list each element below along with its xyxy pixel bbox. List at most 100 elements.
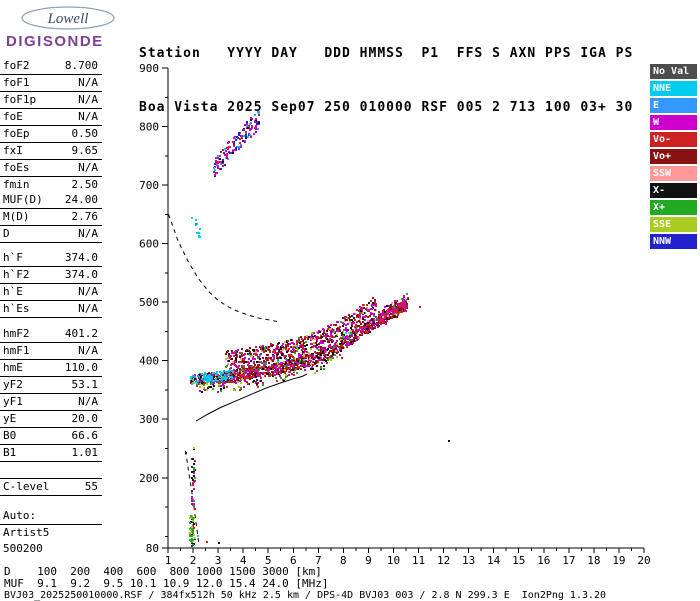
echo-dot	[377, 322, 379, 324]
echo-dot	[257, 128, 259, 130]
echo-dot	[241, 352, 243, 354]
echo-dot	[324, 349, 326, 351]
echo-dot	[327, 359, 329, 361]
echo-dot	[214, 174, 216, 176]
echo-dot	[380, 318, 382, 320]
echo-dot	[228, 370, 230, 372]
echo-dot	[255, 346, 257, 348]
scatter-layer	[185, 111, 450, 547]
echo-dot	[384, 306, 386, 308]
echo-dot	[255, 131, 257, 133]
param-value: N/A	[78, 227, 98, 240]
echo-dot	[335, 335, 337, 337]
echo-dot	[249, 370, 251, 372]
echo-dot	[344, 340, 346, 342]
echo-dot	[320, 367, 322, 369]
echo-dot	[272, 355, 274, 357]
param-row-hmf2: hmF2 401.2	[0, 326, 102, 343]
param-label: 500200	[3, 542, 43, 555]
echo-dot	[237, 349, 239, 351]
echo-dot	[234, 380, 236, 382]
echo-dot	[372, 327, 374, 329]
logo-digisonde-text: DIGISONDE	[6, 33, 104, 50]
echo-dot	[314, 372, 316, 374]
echo-dot	[374, 301, 376, 303]
echo-dot	[354, 334, 356, 336]
echo-dot	[232, 150, 234, 152]
echo-dot	[285, 362, 287, 364]
echo-dot	[397, 308, 399, 310]
echo-dot	[310, 348, 312, 350]
echo-dot	[262, 384, 264, 386]
param-row-hes: h`Es N/A	[0, 301, 102, 318]
echo-dot	[378, 311, 380, 313]
echo-dot	[368, 310, 370, 312]
echo-dot	[238, 386, 240, 388]
x-tick-label: 5	[265, 554, 272, 567]
echo-dot	[238, 148, 240, 150]
echo-dot	[268, 362, 270, 364]
echo-dot	[273, 363, 275, 365]
echo-dot	[320, 359, 322, 361]
param-value: N/A	[78, 161, 98, 174]
echo-dot	[215, 379, 217, 381]
echo-dot	[395, 302, 397, 304]
echo-dot	[403, 299, 405, 301]
echo-dot	[262, 347, 264, 349]
echo-dot	[284, 371, 286, 373]
echo-dot	[373, 322, 375, 324]
echo-dot	[211, 378, 213, 380]
echo-dot	[329, 350, 331, 352]
echo-dot	[384, 317, 386, 319]
echo-dot	[292, 348, 294, 350]
echo-dot	[278, 342, 280, 344]
param-value: N/A	[78, 93, 98, 106]
echo-dot	[318, 359, 320, 361]
echo-dot	[371, 324, 373, 326]
param-row-fof1p: foF1p N/A	[0, 92, 102, 109]
echo-dot	[332, 336, 334, 338]
echo-dot	[283, 361, 285, 363]
legend-item-nnw: NNW	[650, 234, 697, 249]
echo-dot	[270, 357, 272, 359]
echo-dot	[307, 362, 309, 364]
echo-dot	[289, 361, 291, 363]
param-group: MUF(D) 24.00 M(D) 2.76 D N/A	[0, 192, 102, 243]
y-tick-label: 400	[139, 355, 159, 368]
echo-dot	[335, 324, 337, 326]
echo-dot	[251, 125, 253, 127]
header-column-titles: Station YYYY DAY DDD HMMSS P1 FFS S AXN …	[139, 46, 634, 61]
echo-dot	[358, 337, 360, 339]
echo-dot	[200, 376, 202, 378]
echo-dot	[349, 321, 351, 323]
param-label: foF1	[3, 76, 30, 89]
echo-dot	[385, 323, 387, 325]
echo-dot	[307, 365, 309, 367]
x-tick-label: 14	[487, 554, 501, 567]
echo-dot	[276, 354, 278, 356]
echo-dot	[230, 373, 232, 375]
echo-dot	[287, 340, 289, 342]
echo-dot	[385, 313, 387, 315]
echo-dot	[229, 376, 231, 378]
echo-dot	[311, 366, 313, 368]
echo-dot	[359, 316, 361, 318]
param-value: 2.50	[71, 178, 99, 191]
echo-dot	[278, 357, 280, 359]
echo-dot	[238, 361, 240, 363]
echo-dot	[241, 369, 243, 371]
echo-dot	[399, 304, 401, 306]
echo-dot	[247, 353, 249, 355]
echo-dot	[295, 368, 297, 370]
echo-dot	[246, 121, 248, 123]
echo-dot	[231, 370, 233, 372]
echo-dot	[217, 391, 219, 393]
echo-dot	[342, 335, 344, 337]
echo-dot	[207, 375, 209, 377]
echo-dot	[383, 309, 385, 311]
echo-dot	[324, 351, 326, 353]
echo-dot	[342, 343, 344, 345]
echo-dot	[276, 356, 278, 358]
legend-item-x+: X+	[650, 200, 697, 215]
echo-dot	[190, 376, 192, 378]
